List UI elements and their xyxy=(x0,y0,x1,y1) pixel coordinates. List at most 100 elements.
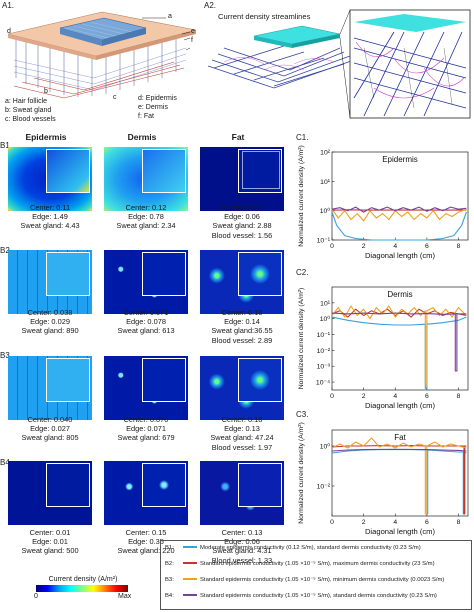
legend-swatch xyxy=(183,562,197,565)
stats-b3-epidermis: Center: 0.040 Edge: 0.027 Sweat gland: 8… xyxy=(4,415,96,443)
a1-label-c: c xyxy=(113,94,117,101)
stat-edge: Edge: 0.14 xyxy=(224,317,260,327)
series-line-b3 xyxy=(331,437,467,515)
x-axis-label: Diagonal length (cm) xyxy=(365,401,436,410)
stats-b4-fat: Center: 0.13 Edge: 0.06 Sweat gland: 4.3… xyxy=(196,528,288,565)
stat-center: Center: 0.071 xyxy=(123,308,169,317)
colorbar-max: Max xyxy=(118,593,132,600)
tissue-block-diagram xyxy=(7,11,197,99)
streamline-diagram xyxy=(207,9,471,119)
y-tick-label: 10⁻³ xyxy=(317,364,331,371)
sim-b4-dermis xyxy=(104,461,188,525)
panel-label-c1: C1. xyxy=(296,133,309,142)
x-tick-label: 8 xyxy=(457,243,461,250)
y-tick-label: 10⁰ xyxy=(320,443,331,451)
y-tick-label: 10⁻² xyxy=(317,348,331,355)
panel-label-a2: A2. xyxy=(204,1,217,10)
legend-swatch xyxy=(183,578,197,581)
chart-title: Dermis xyxy=(387,290,412,299)
x-tick-label: 6 xyxy=(425,243,429,250)
series-line-b1 xyxy=(331,211,467,241)
y-tick-label: 10¹ xyxy=(320,179,331,186)
y-tick-label: 10⁻¹ xyxy=(317,238,331,245)
stat-edge: Edge: 0.029 xyxy=(30,317,70,327)
chart-title: Fat xyxy=(394,433,406,442)
stat-edge: Edge: 0.078 xyxy=(126,317,166,327)
sim-b2-fat xyxy=(200,250,284,314)
series-line-b4 xyxy=(331,448,467,452)
x-tick-label: 4 xyxy=(393,393,397,400)
stat-blood-vessel: Blood vessel: 1.56 xyxy=(211,230,273,240)
stat-edge: Edge: 0.071 xyxy=(126,424,166,434)
legend-row-b4: B4: Standard epidermis conductivity (1.05… xyxy=(165,593,437,599)
stat-sweat-gland: Sweat gland: 4.31 xyxy=(212,546,272,556)
legend-row-b3: B3: Standard epidermis conductivity (1.05… xyxy=(165,577,444,583)
stat-sweat-gland: Sweat gland: 4.43 xyxy=(20,221,80,231)
y-tick-label: 10¹ xyxy=(320,300,331,307)
colorbar xyxy=(36,585,128,592)
stat-edge: Edge: 1.49 xyxy=(32,212,68,222)
chart-c2: Dermis 0 2 4 6 8 10¹ 10⁰ 10⁻¹ 10⁻² 10⁻³ 10⁻⁴ Diagona… xyxy=(298,286,469,410)
plot-frame xyxy=(331,151,469,241)
panel-label-a1: A1. xyxy=(2,1,15,10)
stat-center: Center: 0.18 xyxy=(221,308,263,317)
stat-center: Center: 0.038 xyxy=(27,308,73,317)
legend-text: Moderate epidermis conductivity (0.12 S/… xyxy=(200,545,421,551)
a1-label-e: e xyxy=(191,28,195,35)
series-line-b3 xyxy=(331,305,467,386)
a1-label-d: d xyxy=(7,28,11,35)
y-tick-label: 10⁻² xyxy=(317,484,331,491)
series-line-b1 xyxy=(331,316,467,389)
legend-fat: f: Fat xyxy=(138,113,154,120)
stat-center: Center: 0.01 xyxy=(29,528,71,537)
y-tick-label: 10⁰ xyxy=(320,315,331,323)
legend-text: Standard epidermis conductivity (1.05 ×1… xyxy=(200,561,435,567)
stat-blood-vessel: Blood vessel: 1.33 xyxy=(211,555,273,565)
stats-b3-dermis: Center: 0.070 Edge: 0.071 Sweat gland: 6… xyxy=(100,415,192,443)
stat-sweat-gland: Sweat gland: 805 xyxy=(21,433,79,443)
legend-text: Standard epidermis conductivity (1.05 ×1… xyxy=(200,577,445,583)
legend-sweat-gland: b: Sweat gland xyxy=(5,107,52,114)
stats-b3-fat: Center: 0.18 Edge: 0.13 Sweat gland: 47.… xyxy=(196,415,288,452)
sim-b3-fat xyxy=(200,356,284,420)
sim-b4-epidermis xyxy=(8,461,92,525)
stats-b2-fat: Center: 0.18 Edge: 0.14 Sweat gland:36.5… xyxy=(196,308,288,345)
panel-label-b2: B2. xyxy=(0,246,13,255)
stat-edge: Edge: 0.78 xyxy=(128,212,164,222)
stat-center: Center: 0.12 xyxy=(125,203,167,212)
stat-sweat-gland: Sweat gland: 220 xyxy=(117,546,175,556)
x-tick-label: 0 xyxy=(330,519,334,526)
stat-edge: Edge: 0.13 xyxy=(224,424,260,434)
panel-label-b4: B4. xyxy=(0,458,13,467)
sim-b3-epidermis xyxy=(8,356,92,420)
a1-legend-left: a: Hair follicle b: Sweat gland c: Blood… xyxy=(5,97,56,124)
legend-text: Standard epidermis conductivity (1.05 ×1… xyxy=(200,593,437,599)
stats-b1-epidermis: Center: 0.11 Edge: 1.49 Sweat gland: 4.4… xyxy=(4,203,96,231)
stat-edge: Edge: 0.06 xyxy=(224,212,260,222)
colorbar-title: Current density (A/m²) xyxy=(48,576,118,583)
x-tick-label: 2 xyxy=(362,393,366,400)
x-tick-label: 8 xyxy=(457,393,461,400)
panel-label-c2: C2. xyxy=(296,268,309,277)
stat-edge: Edge: 0.027 xyxy=(30,424,70,434)
y-tick-label: 10⁰ xyxy=(320,207,331,215)
conductivity-legend: B1: Moderate epidermis conductivity (0.12… xyxy=(160,540,472,610)
sim-b4-fat xyxy=(200,461,284,525)
col-header-fat: Fat xyxy=(231,132,245,142)
y-tick-label: 10⁻⁴ xyxy=(316,380,330,387)
stat-edge: Edge: 0.06 xyxy=(224,537,260,547)
a1-label-f: f xyxy=(191,37,193,44)
stat-center: Center: 0.11 xyxy=(29,203,71,212)
y-axis-label: Normalized current density (A/m²) xyxy=(298,422,305,524)
legend-key: B2: xyxy=(165,561,174,567)
a1-legend-right: d: Epidermis e: Dermis f: Fat xyxy=(138,94,177,121)
legend-swatch xyxy=(183,594,197,597)
stat-blood-vessel: Blood vessel: 1.97 xyxy=(211,442,273,452)
plot-area: Epidermis 0 2 4 6 8 10² 10¹ 10⁰ 10⁻¹ Diagonal leng… xyxy=(298,145,469,260)
stat-sweat-gland: Sweat gland: 2.34 xyxy=(116,221,176,231)
stats-b1-dermis: Center: 0.12 Edge: 0.78 Sweat gland: 2.3… xyxy=(100,203,192,231)
stat-sweat-gland: Sweat gland: 613 xyxy=(117,326,175,336)
x-axis-label: Diagonal length (cm) xyxy=(365,251,436,260)
panel-label-c3: C3. xyxy=(296,410,309,419)
stat-blood-vessel: Blood vessel: 2.89 xyxy=(211,335,273,345)
